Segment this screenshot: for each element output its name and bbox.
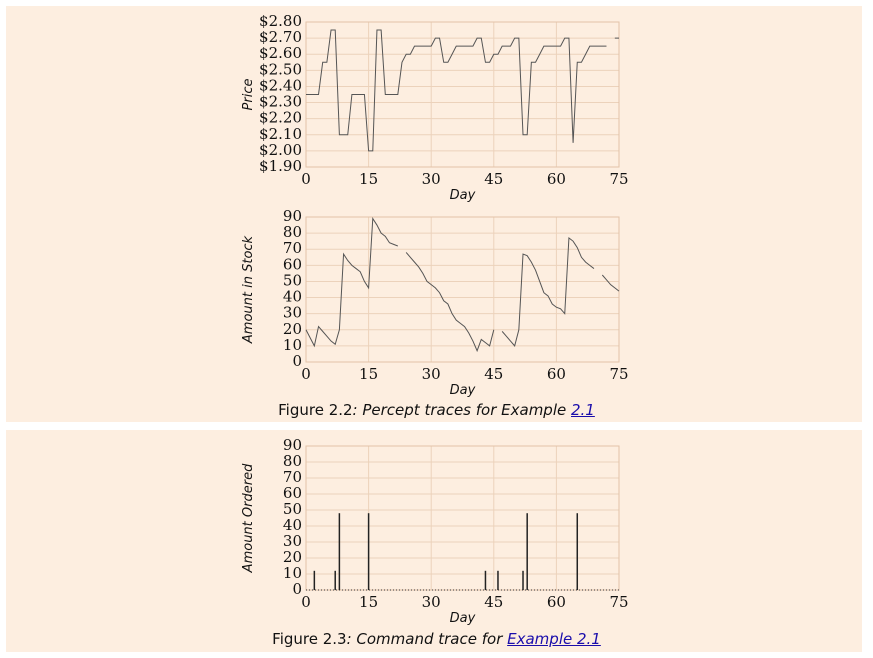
y-tick-label: $1.90 <box>259 157 302 175</box>
plot-frame <box>305 445 620 591</box>
figure-number: Figure 2.2 <box>278 401 353 419</box>
y-tick-label: 30 <box>283 304 302 322</box>
y-tick-label: 60 <box>283 255 302 273</box>
y-tick-label: 0 <box>292 580 302 598</box>
x-tick-label: 75 <box>609 170 628 188</box>
y-tick-label: 50 <box>283 500 302 518</box>
x-tick-label: 45 <box>484 170 503 188</box>
price-line <box>405 252 495 353</box>
caption: Figure 2.2: Percept traces for Example 2… <box>0 401 873 419</box>
y-tick-label: $2.00 <box>259 141 302 159</box>
y-tick-label: 90 <box>283 436 302 454</box>
x-axis-label: Day <box>450 611 476 626</box>
y-tick-label: 40 <box>283 288 302 306</box>
x-tick-label: 30 <box>422 170 441 188</box>
x-tick-label: 15 <box>359 170 378 188</box>
y-tick-label: 0 <box>292 352 302 370</box>
y-tick-label: $2.80 <box>259 12 302 30</box>
x-tick-label: 0 <box>301 170 311 188</box>
x-tick-label: 30 <box>422 593 441 611</box>
x-tick-label: 15 <box>359 365 378 383</box>
x-tick-label: 60 <box>547 365 566 383</box>
x-tick-label: 75 <box>609 593 628 611</box>
y-tick-label: $2.60 <box>259 44 302 62</box>
y-tick-label: 80 <box>283 223 302 241</box>
x-tick-label: 60 <box>547 593 566 611</box>
figure-number: Figure 2.3 <box>272 630 347 648</box>
y-axis-label: Amount in Stock <box>241 235 256 344</box>
y-tick-label: 30 <box>283 532 302 550</box>
y-tick-label: $2.70 <box>259 28 302 46</box>
y-tick-label: 60 <box>283 484 302 502</box>
y-tick-label: 20 <box>283 320 302 338</box>
figure-panel <box>6 430 862 652</box>
y-axis-label: Price <box>241 79 256 111</box>
x-tick-label: 0 <box>301 593 311 611</box>
caption: Figure 2.3: Command trace for Example 2.… <box>0 630 873 648</box>
y-tick-label: 20 <box>283 548 302 566</box>
figure-panel <box>6 6 862 422</box>
y-tick-label: $2.40 <box>259 76 302 94</box>
x-tick-label: 15 <box>359 593 378 611</box>
plot-frame <box>305 216 620 363</box>
y-tick-label: 80 <box>283 452 302 470</box>
x-tick-label: 0 <box>301 365 311 383</box>
price-line <box>305 217 398 348</box>
y-tick-label: 50 <box>283 271 302 289</box>
caption-text: : Percept traces for Example <box>352 401 571 419</box>
price-line <box>501 236 595 347</box>
x-tick-label: 30 <box>422 365 441 383</box>
y-tick-label: 70 <box>283 468 302 486</box>
y-tick-label: 70 <box>283 239 302 257</box>
caption-link[interactable]: 2.1 <box>571 401 595 419</box>
caption-link[interactable]: Example 2.1 <box>507 630 601 648</box>
y-tick-label: 10 <box>283 564 302 582</box>
y-tick-label: $2.20 <box>259 109 302 127</box>
y-tick-label: 40 <box>283 516 302 534</box>
x-axis-label: Day <box>450 188 476 203</box>
y-axis-label: Amount Ordered <box>241 463 256 573</box>
caption-text: : Command trace for <box>346 630 508 648</box>
x-axis-label: Day <box>450 383 476 398</box>
y-tick-label: $2.10 <box>259 125 302 143</box>
y-tick-label: 90 <box>283 207 302 225</box>
x-tick-label: 75 <box>609 365 628 383</box>
x-tick-label: 45 <box>484 593 503 611</box>
price-line <box>601 274 620 292</box>
price-line <box>306 29 607 152</box>
x-tick-label: 60 <box>547 170 566 188</box>
y-tick-label: 10 <box>283 336 302 354</box>
x-tick-label: 45 <box>484 365 503 383</box>
y-tick-label: $2.30 <box>259 93 302 111</box>
y-tick-label: $2.50 <box>259 60 302 78</box>
